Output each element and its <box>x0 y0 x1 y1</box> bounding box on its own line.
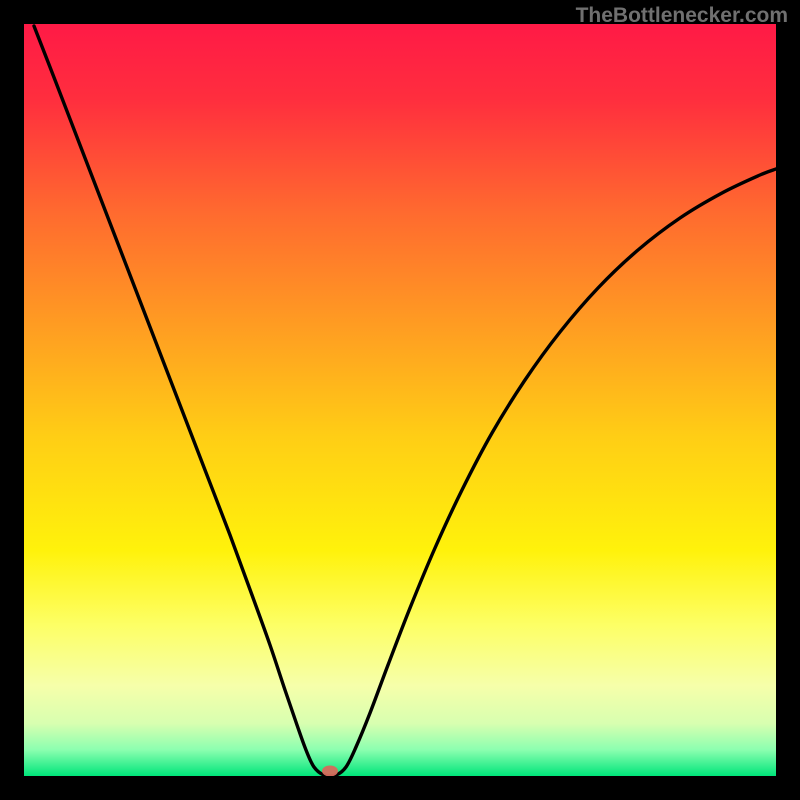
chart-svg <box>0 0 800 800</box>
optimal-point-marker <box>322 766 338 777</box>
chart-background <box>24 24 776 776</box>
watermark-text: TheBottlenecker.com <box>576 4 788 28</box>
chart-container: TheBottlenecker.com <box>0 0 800 800</box>
